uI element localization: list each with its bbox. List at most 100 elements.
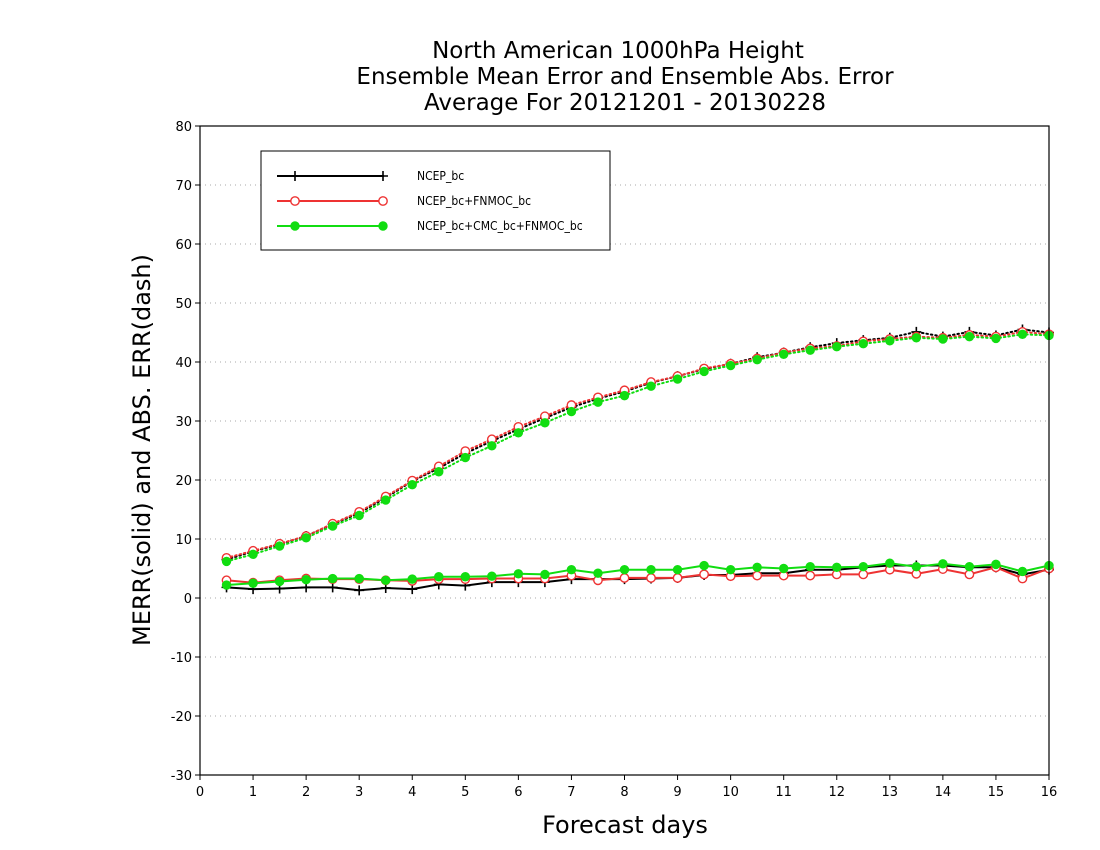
y-tick-label: 80 bbox=[175, 120, 192, 135]
series-NCEP_bc+CMC_bc+FNMOC_bc bbox=[221, 329, 1054, 590]
abs-err-point bbox=[487, 441, 497, 451]
y-tick-label: 10 bbox=[175, 533, 192, 548]
abs-err-point bbox=[1017, 329, 1028, 339]
y-tick-label: 0 bbox=[184, 592, 192, 607]
abs-err-point bbox=[221, 556, 232, 567]
legend-label: NCEP_bc bbox=[417, 169, 464, 183]
legend-entry: NCEP_bc+FNMOC_bc bbox=[277, 194, 531, 208]
merr-point bbox=[381, 575, 391, 585]
legend-marker bbox=[378, 196, 388, 206]
merr-point bbox=[619, 573, 630, 583]
legend-marker bbox=[290, 221, 300, 231]
abs-err-point bbox=[911, 333, 922, 343]
merr-point bbox=[1017, 566, 1028, 577]
abs-err-line bbox=[225, 330, 1050, 559]
series-NCEP_bc+FNMOC_bc bbox=[221, 327, 1054, 588]
y-tick-label: -30 bbox=[171, 769, 192, 784]
abs-err-point bbox=[274, 541, 285, 551]
abs-err-point bbox=[991, 333, 1001, 344]
y-tick-label: 40 bbox=[175, 356, 192, 371]
merr-point bbox=[725, 564, 736, 575]
x-tick-label: 1 bbox=[249, 785, 257, 800]
abs-err-point bbox=[434, 467, 444, 477]
y-tick-label: 50 bbox=[175, 297, 192, 312]
abs-err-point bbox=[832, 341, 842, 352]
merr-point bbox=[513, 569, 524, 579]
merr-point bbox=[752, 562, 762, 573]
merr-point bbox=[778, 563, 789, 574]
merr-point bbox=[832, 562, 842, 573]
merr-point bbox=[593, 568, 603, 578]
x-tick-label: 13 bbox=[882, 785, 899, 800]
x-tick-label: 12 bbox=[828, 785, 845, 800]
x-tick-label: 0 bbox=[196, 785, 204, 800]
merr-point bbox=[646, 564, 656, 575]
merr-point bbox=[619, 564, 630, 575]
x-tick-label: 2 bbox=[302, 785, 310, 800]
x-tick-label: 10 bbox=[722, 785, 739, 800]
merr-point bbox=[911, 562, 922, 572]
y-tick-label: 60 bbox=[175, 238, 192, 253]
legend-marker bbox=[378, 221, 388, 231]
merr-point bbox=[858, 562, 868, 572]
x-tick-label: 7 bbox=[567, 785, 575, 800]
merr-point bbox=[938, 559, 948, 569]
abs-err-point bbox=[327, 521, 338, 531]
merr-point bbox=[672, 573, 683, 583]
merr-point bbox=[407, 584, 418, 595]
x-tick-label: 9 bbox=[673, 785, 681, 800]
merr-point bbox=[964, 569, 975, 580]
title-line-1: North American 1000hPa Height bbox=[432, 38, 804, 64]
merr-point bbox=[672, 564, 683, 575]
title-line-3: Average For 20121201 - 20130228 bbox=[424, 90, 826, 116]
merr-point bbox=[301, 575, 311, 585]
abs-err-point bbox=[407, 480, 417, 490]
merr-point bbox=[805, 570, 816, 581]
merr-point bbox=[327, 582, 338, 593]
x-axis-ticks: 0 1 2 3 4 5 6 7 8 9 10 11 12 13 14 15 16 bbox=[196, 775, 1057, 800]
legend-entry: NCEP_bc+CMC_bc+FNMOC_bc bbox=[277, 219, 583, 233]
merr-point bbox=[354, 585, 365, 596]
abs-err-point bbox=[248, 549, 258, 560]
merr-point bbox=[646, 573, 656, 583]
merr-point bbox=[327, 573, 338, 584]
merr-point bbox=[752, 570, 763, 581]
merr-point bbox=[566, 564, 577, 575]
x-tick-label: 6 bbox=[514, 785, 522, 800]
abs-err-point bbox=[540, 418, 550, 428]
gridlines bbox=[200, 184, 1049, 717]
x-tick-label: 11 bbox=[775, 785, 792, 800]
abs-err-point bbox=[593, 397, 603, 407]
abs-err-point bbox=[725, 360, 736, 371]
legend-entry: NCEP_bc bbox=[277, 169, 464, 183]
y-tick-label: -10 bbox=[171, 651, 192, 666]
y-tick-label: 70 bbox=[175, 179, 192, 194]
merr-point bbox=[858, 569, 869, 580]
abs-err-point bbox=[858, 339, 868, 349]
abs-err-point bbox=[301, 533, 311, 543]
x-tick-label: 3 bbox=[355, 785, 363, 800]
abs-err-line bbox=[225, 333, 1050, 563]
merr-point bbox=[805, 562, 815, 572]
x-tick-label: 8 bbox=[620, 785, 628, 800]
abs-err-point bbox=[672, 374, 683, 384]
legend: NCEP_bc NCEP_bc+FNMOC_bc NCEP_bc+CMC_bc+FN… bbox=[260, 150, 611, 251]
abs-err-point bbox=[699, 366, 709, 377]
abs-err-point bbox=[964, 331, 975, 342]
merr-point bbox=[354, 573, 364, 584]
abs-err-point bbox=[354, 510, 364, 521]
abs-err-point bbox=[619, 390, 630, 401]
abs-err-point bbox=[646, 381, 656, 391]
x-tick-label: 14 bbox=[935, 785, 952, 800]
merr-point bbox=[407, 574, 417, 584]
series-layer bbox=[221, 324, 1054, 596]
abs-err-point bbox=[752, 354, 762, 365]
y-axis-label: MERR(solid) and ABS. ERR(dash) bbox=[128, 254, 156, 646]
x-tick-label: 5 bbox=[461, 785, 469, 800]
legend-items: NCEP_bc NCEP_bc+FNMOC_bc NCEP_bc+CMC_bc+FN… bbox=[277, 169, 583, 233]
merr-point bbox=[221, 580, 232, 590]
series-NCEP_bc bbox=[221, 324, 1054, 596]
merr-point bbox=[964, 562, 975, 572]
merr-point bbox=[699, 560, 709, 571]
abs-err-point bbox=[885, 336, 895, 346]
